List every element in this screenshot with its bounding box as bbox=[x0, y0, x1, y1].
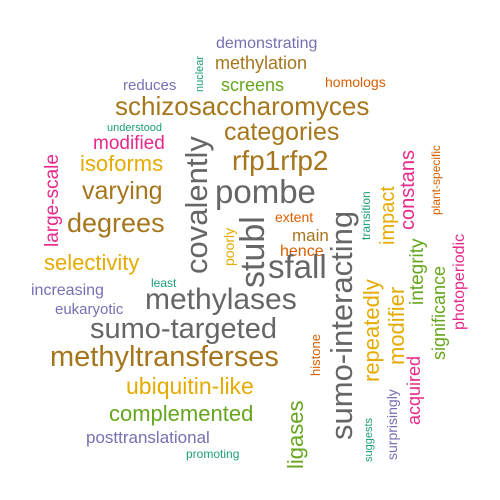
word: suggests bbox=[363, 417, 375, 462]
word: categories bbox=[224, 118, 340, 146]
word: impact bbox=[377, 186, 399, 245]
word: schizosaccharomyces bbox=[115, 91, 370, 121]
word: varying bbox=[82, 177, 163, 205]
word: selectivity bbox=[44, 250, 140, 275]
word: modified bbox=[93, 133, 165, 154]
word: main bbox=[292, 226, 329, 245]
word: transition bbox=[359, 191, 373, 240]
word: modifier bbox=[384, 286, 409, 365]
word: screens bbox=[221, 75, 285, 95]
word: eukaryotic bbox=[55, 301, 124, 318]
word: posttranslational bbox=[86, 428, 210, 447]
word: constans bbox=[397, 149, 419, 230]
word: demonstrating bbox=[216, 35, 318, 52]
word: rfp1rfp2 bbox=[232, 145, 329, 176]
word: nuclear bbox=[194, 55, 206, 92]
word: reduces bbox=[123, 77, 177, 94]
word: plant-specific bbox=[429, 144, 443, 215]
word: methylation bbox=[215, 53, 308, 73]
word: integrity bbox=[407, 238, 428, 305]
word: homologs bbox=[325, 74, 386, 90]
word: histone bbox=[308, 334, 323, 376]
word: acquired bbox=[404, 355, 424, 425]
word: extent bbox=[275, 209, 314, 225]
word: surprisingly bbox=[384, 389, 400, 460]
word: large-scale bbox=[42, 154, 63, 247]
word: methyltransferses bbox=[50, 341, 279, 373]
word: covalently bbox=[179, 136, 214, 274]
word: stubl bbox=[234, 216, 272, 288]
word: hence bbox=[280, 243, 324, 260]
word: promoting bbox=[186, 447, 240, 461]
word: sfall bbox=[268, 248, 327, 285]
word: methylases bbox=[145, 283, 297, 316]
word: poorly bbox=[221, 227, 237, 266]
word: degrees bbox=[67, 208, 165, 238]
word: repeatedly bbox=[359, 279, 384, 382]
word: ubiquitin-like bbox=[126, 373, 254, 399]
word: sumo-targeted bbox=[90, 313, 277, 345]
word: significance bbox=[429, 265, 449, 360]
word: pombe bbox=[215, 173, 316, 210]
word: understood bbox=[107, 122, 163, 134]
word: sumo-interacting bbox=[324, 210, 359, 440]
word: complemented bbox=[109, 401, 254, 426]
word: least bbox=[151, 276, 177, 290]
word: isoforms bbox=[80, 151, 164, 176]
word: photoperiodic bbox=[451, 233, 468, 330]
word: increasing bbox=[31, 282, 104, 299]
word: ligases bbox=[283, 400, 308, 469]
